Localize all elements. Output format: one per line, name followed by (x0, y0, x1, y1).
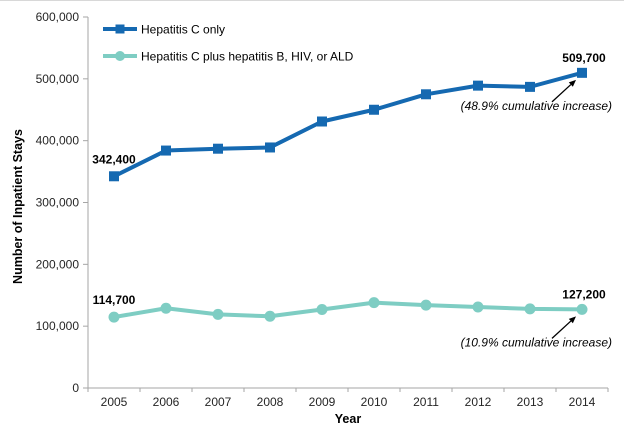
axes: 0 100,000 200,000 300,000 400,000 500,000 600,… (36, 10, 609, 409)
value-label-last-hepatitis-c-only: 509,700 (562, 51, 606, 65)
x-axis-tick-label: 2008 (257, 395, 284, 409)
data-point-marker (212, 308, 224, 320)
data-point-marker (369, 104, 379, 115)
y-axis-tick-label: 600,000 (36, 10, 80, 24)
y-axis-tick-label: 400,000 (36, 134, 80, 148)
data-point-marker (264, 310, 276, 322)
data-point-marker (317, 116, 327, 127)
annotation-arrow-head (568, 79, 576, 87)
data-point-marker (368, 297, 380, 309)
x-axis-tick-label: 2006 (153, 395, 180, 409)
series-line (113, 300, 583, 320)
data-point-marker (577, 67, 587, 78)
x-axis-title: Year (335, 412, 362, 426)
y-axis-tick-label: 300,000 (36, 196, 80, 210)
y-axis-tick-label: 200,000 (36, 257, 80, 271)
y-axis-tick-label: 100,000 (36, 319, 80, 333)
annotations: 342,400 509,700 (48.9% cumulative increase… (92, 51, 612, 350)
data-point-marker (109, 171, 119, 182)
data-point-marker (525, 81, 535, 92)
data-point-marker (108, 311, 120, 323)
data-point-marker (576, 303, 588, 315)
value-label-first-hepatitis-c-only: 342,400 (92, 152, 136, 166)
annotation-arrow-line (551, 84, 572, 103)
x-axis-tick-label: 2013 (517, 395, 544, 409)
data-point-marker (160, 302, 172, 314)
legend-item-hepatitis-c-only: Hepatitis C only (103, 23, 225, 37)
x-axis-tick-label: 2010 (361, 395, 388, 409)
x-axis-tick-label: 2005 (101, 395, 128, 409)
series-hepatitis-c-plus-hepatitis-b-hiv-or-ald (108, 297, 588, 323)
annotation-arrow-line (551, 320, 572, 339)
data-point-marker (115, 24, 125, 34)
legend-label: Hepatitis C only (141, 23, 225, 37)
legend: Hepatitis C only Hepatitis C plus hepatit… (103, 23, 354, 64)
legend-label: Hepatitis C plus hepatitis B, HIV, or AL… (141, 50, 354, 64)
x-axis-tick-label: 2014 (569, 395, 596, 409)
y-axis-tick-label: 500,000 (36, 72, 80, 86)
cumulative-increase-note-hepatitis-c-plus-hepatitis-b-hiv-or-ald: (10.9% cumulative increase) (461, 335, 612, 349)
cumulative-increase-note-hepatitis-c-only: (48.9% cumulative increase) (461, 99, 612, 113)
data-point-marker (161, 145, 171, 156)
data-point-marker (472, 301, 484, 313)
data-point-marker (316, 303, 328, 315)
series-hepatitis-c-only (109, 67, 587, 182)
annotation-arrow-head (568, 316, 576, 324)
series-line (113, 70, 583, 179)
y-axis-tick-label: 0 (72, 381, 79, 395)
data-point-marker (420, 299, 432, 311)
y-axis-title: Number of Inpatient Stays (11, 129, 25, 284)
data-point-marker (524, 303, 536, 315)
data-point-marker (473, 80, 483, 91)
x-axis-tick-label: 2007 (205, 395, 232, 409)
data-point-marker (265, 142, 275, 153)
data-point-marker (421, 89, 431, 100)
legend-item-hepatitis-c-plus-hepatitis-b-hiv-or-ald: Hepatitis C plus hepatitis B, HIV, or AL… (103, 50, 354, 64)
data-point-marker (213, 143, 223, 154)
x-axis-tick-label: 2012 (465, 395, 492, 409)
x-axis-tick-label: 2011 (413, 395, 439, 409)
data-point-marker (115, 51, 125, 61)
value-label-last-hepatitis-c-plus-hepatitis-b-hiv-or-ald: 127,200 (562, 287, 606, 301)
value-label-first-hepatitis-c-plus-hepatitis-b-hiv-or-ald: 114,700 (93, 293, 136, 307)
x-axis-tick-label: 2009 (309, 395, 336, 409)
